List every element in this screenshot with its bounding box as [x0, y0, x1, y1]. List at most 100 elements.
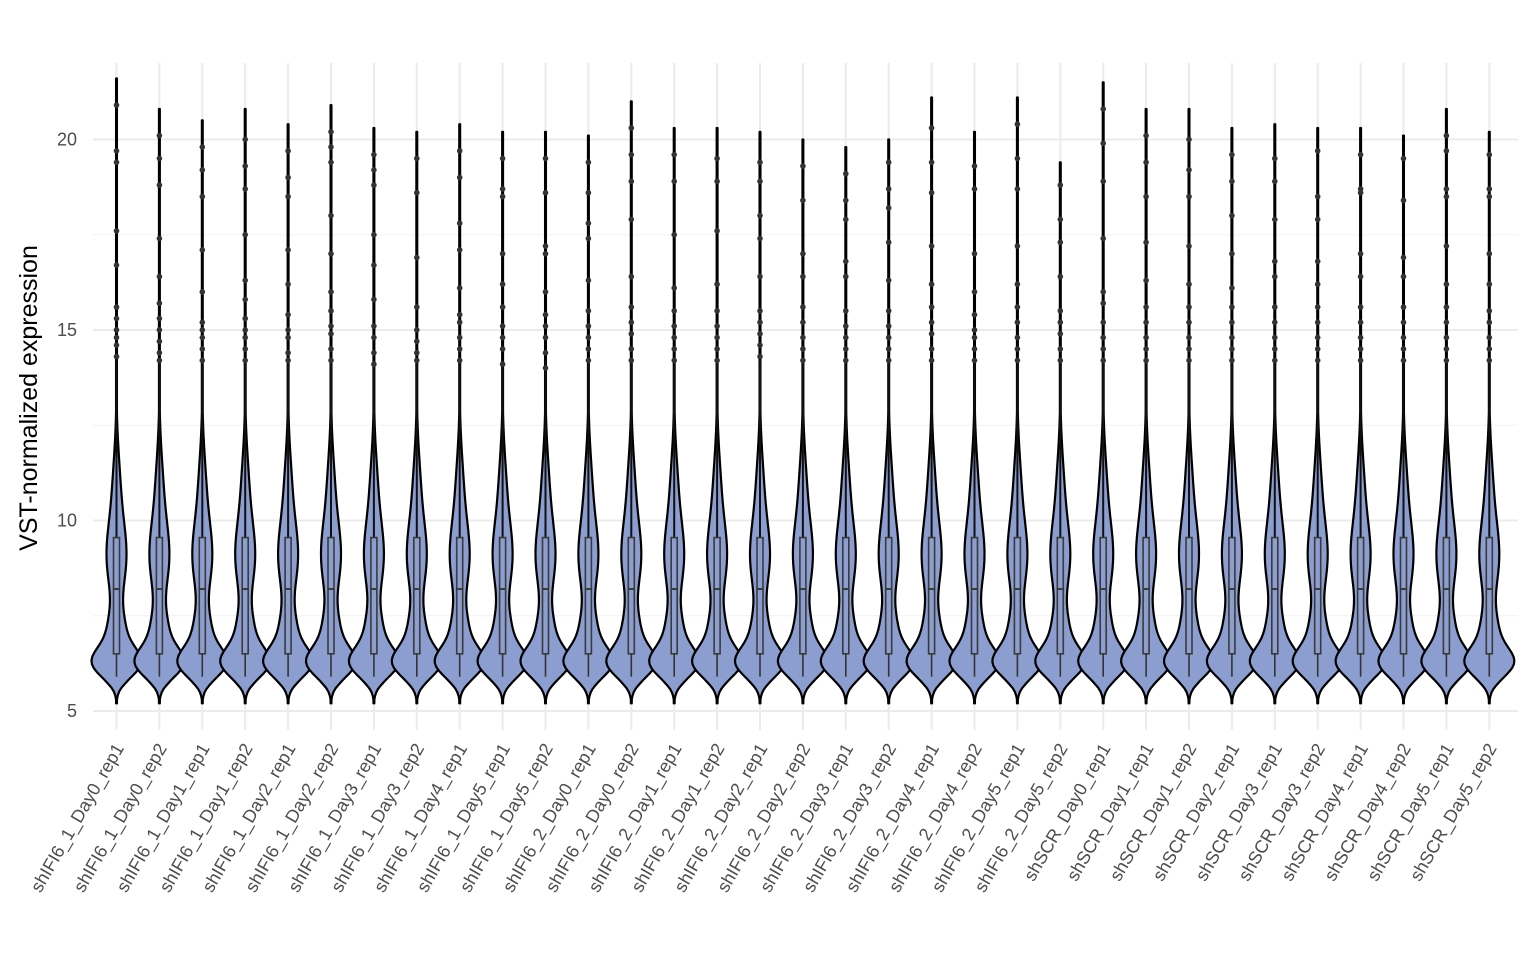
box	[756, 536, 764, 655]
outlier-point	[843, 323, 849, 329]
outlier-point	[113, 304, 120, 310]
outlier-point	[1443, 319, 1450, 326]
outlier-point	[1057, 239, 1064, 246]
outlier-point	[499, 361, 506, 368]
outlier-point	[585, 308, 592, 314]
outlier-point	[628, 304, 635, 310]
outlier-point	[1357, 273, 1364, 280]
outlier-point	[1057, 216, 1064, 223]
outlier-point	[885, 308, 892, 314]
box	[970, 536, 979, 655]
box	[498, 536, 507, 655]
outlier-point	[156, 300, 163, 307]
outlier-point	[1486, 151, 1493, 158]
outlier-point	[928, 357, 935, 364]
outlier-point	[1014, 243, 1021, 249]
outlier-point	[800, 357, 806, 364]
box	[841, 536, 850, 655]
outlier-point	[414, 357, 420, 364]
violin-group	[476, 130, 529, 705]
violin-group	[819, 145, 872, 705]
outlier-point	[671, 285, 677, 291]
y-tick-label: 10	[57, 510, 77, 530]
outlier-point	[671, 151, 677, 158]
outlier-point	[1229, 285, 1235, 291]
box	[927, 536, 936, 655]
outlier-point	[843, 258, 849, 265]
outlier-point	[1443, 281, 1450, 288]
outlier-point	[1314, 281, 1321, 288]
outlier-point	[414, 155, 420, 162]
outlier-point	[242, 277, 248, 284]
outlier-point	[671, 308, 677, 314]
outlier-point	[1057, 319, 1064, 326]
outlier-point	[1272, 216, 1278, 223]
outlier-point	[1100, 178, 1106, 185]
outlier-point	[1014, 346, 1021, 352]
outlier-point	[1272, 304, 1278, 310]
outlier-point	[456, 285, 463, 291]
violin-group	[304, 104, 358, 705]
outlier-point	[1443, 346, 1450, 352]
outlier-point	[714, 155, 720, 162]
violin-group	[1420, 107, 1473, 705]
outlier-point	[113, 262, 120, 268]
outlier-point	[1400, 346, 1407, 352]
outlier-point	[542, 311, 549, 318]
outlier-point	[242, 334, 248, 341]
outlier-point	[1314, 304, 1321, 310]
outlier-point	[928, 243, 935, 249]
outlier-point	[1486, 250, 1493, 257]
outlier-point	[499, 281, 506, 288]
outlier-point	[113, 102, 120, 108]
outlier-point	[542, 365, 549, 371]
outlier-point	[456, 148, 463, 154]
outlier-point	[714, 281, 720, 288]
outlier-point	[285, 334, 291, 341]
outlier-point	[757, 273, 763, 280]
violin-group	[776, 138, 830, 705]
outlier-point	[885, 205, 892, 211]
violin-group	[390, 130, 443, 705]
outlier-point	[1314, 357, 1321, 364]
violin-group	[733, 130, 787, 705]
outlier-point	[414, 189, 420, 196]
outlier-point	[1272, 346, 1278, 352]
outlier-point	[199, 193, 206, 200]
outlier-point	[1272, 319, 1278, 326]
outlier-point	[156, 357, 163, 364]
outlier-point	[1100, 235, 1106, 242]
outlier-point	[843, 273, 849, 280]
outlier-point	[1100, 346, 1106, 352]
outlier-point	[199, 167, 206, 173]
outlier-point	[628, 125, 635, 131]
outlier-point	[1057, 357, 1064, 364]
outlier-point	[414, 338, 420, 345]
outlier-point	[1229, 250, 1235, 257]
outlier-point	[285, 174, 291, 181]
outlier-point	[1400, 357, 1407, 364]
outlier-point	[585, 277, 592, 284]
outlier-point	[628, 319, 635, 326]
outlier-point	[1143, 319, 1149, 326]
outlier-point	[843, 346, 849, 352]
outlier-point	[843, 216, 849, 223]
outlier-point	[414, 304, 420, 310]
outlier-point	[156, 327, 163, 333]
outlier-point	[885, 239, 892, 246]
outlier-point	[1486, 346, 1493, 352]
outlier-point	[1014, 121, 1021, 128]
outlier-point	[199, 327, 206, 333]
outlier-point	[1400, 155, 1407, 162]
outlier-point	[928, 281, 935, 288]
outlier-point	[371, 334, 377, 341]
outlier-point	[1014, 357, 1021, 364]
outlier-point	[1314, 319, 1321, 326]
violin-group	[648, 126, 701, 705]
outlier-point	[1314, 148, 1321, 154]
outlier-point	[714, 323, 720, 329]
outlier-point	[800, 250, 806, 257]
violin-group	[1463, 130, 1516, 705]
outlier-point	[285, 350, 291, 356]
box	[1099, 536, 1107, 655]
